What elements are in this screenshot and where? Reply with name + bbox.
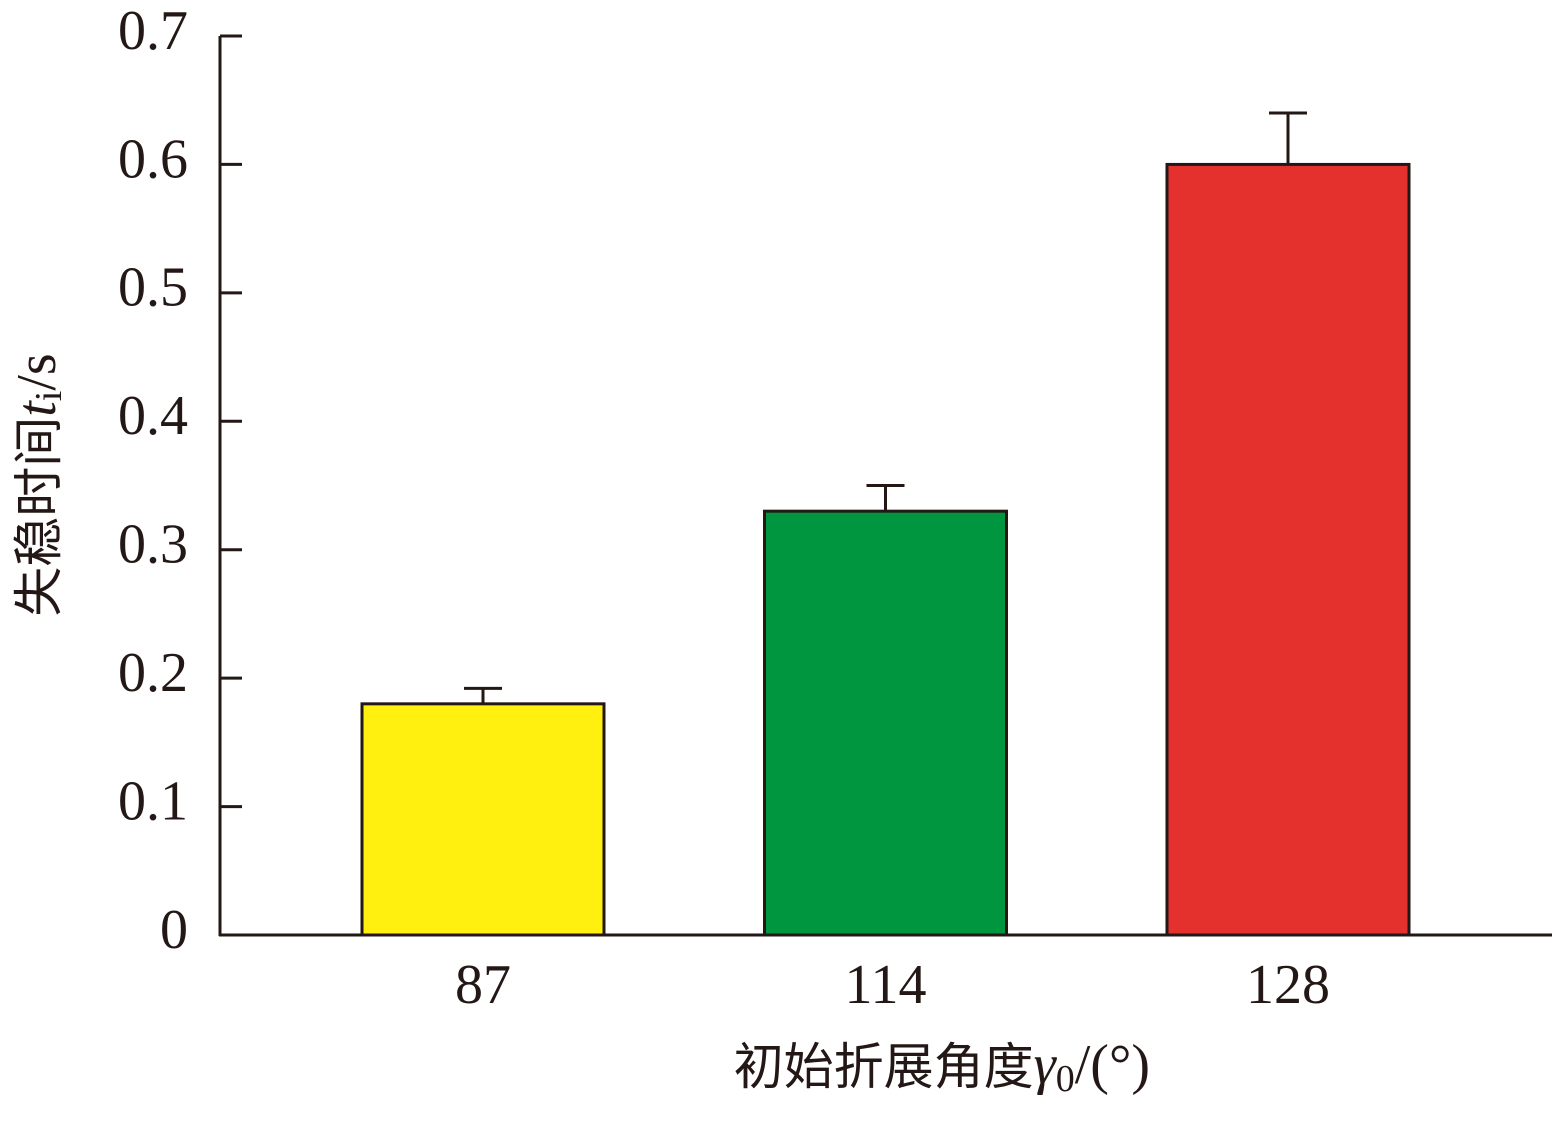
y-tick-label: 0.6: [118, 128, 188, 190]
y-tick-label: 0.1: [118, 770, 188, 832]
y-axis-label: 失稳时间ti/s: [6, 353, 70, 616]
y-tick-label: 0.7: [118, 0, 188, 62]
error-bar: [1269, 111, 1307, 165]
error-bar: [866, 484, 905, 512]
y-label-var: t: [6, 400, 68, 417]
y-label-unit: /s: [6, 353, 68, 390]
bar: [1165, 162, 1411, 937]
y-tick-label: 0.4: [118, 385, 188, 447]
x-label-sub: 0: [1056, 1058, 1075, 1100]
x-label-text: 初始折展角度: [734, 1038, 1034, 1096]
x-tick-label: 114: [845, 954, 927, 1016]
x-tick-label: 87: [455, 954, 511, 1016]
y-label-sub: i: [28, 391, 70, 402]
y-tick-label: 0.5: [118, 257, 188, 319]
bar: [360, 702, 606, 937]
x-tick-label: 128: [1246, 954, 1330, 1016]
y-tick-label: 0: [160, 899, 188, 961]
y-tick-label: 0.2: [118, 642, 188, 704]
y-tick-label: 0.3: [118, 514, 188, 576]
x-axis-label: 初始折展角度γ0/(°): [734, 1034, 1150, 1100]
bar: [763, 509, 1008, 937]
x-label-unit: /(°): [1075, 1034, 1150, 1096]
error-bar: [464, 686, 502, 704]
x-label-var: γ: [1034, 1034, 1058, 1096]
y-label-text: 失稳时间: [10, 417, 68, 617]
